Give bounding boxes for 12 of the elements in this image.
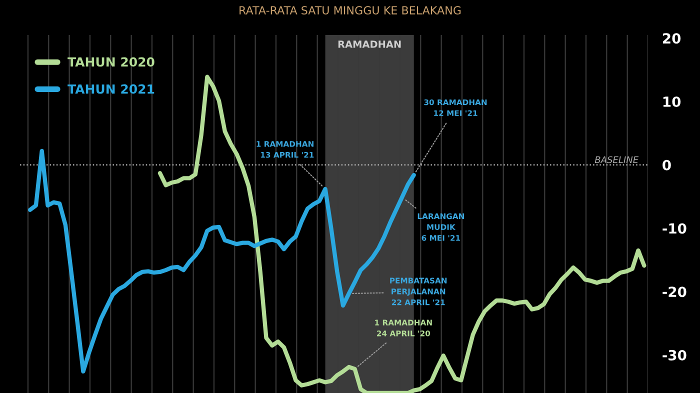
y-tick-label: -30	[662, 350, 686, 360]
y-tick-label: -20	[662, 286, 686, 298]
legend-label: TAHUN 2021	[68, 84, 154, 94]
ref-line-label: BASELINE	[594, 156, 639, 164]
legend-label: TAHUN 2020	[68, 57, 154, 67]
annotation: RAMADHAN	[338, 40, 401, 48]
y-tick-label: 20	[662, 33, 681, 44]
line-series	[158, 74, 646, 393]
chart-title: RATA-RATA SATU MINGGU KE BELAKANG	[240, 6, 461, 14]
y-tick-label: 0	[662, 160, 671, 170]
y-tick-label: -10	[662, 223, 686, 234]
y-tick-label: 10	[663, 96, 681, 108]
